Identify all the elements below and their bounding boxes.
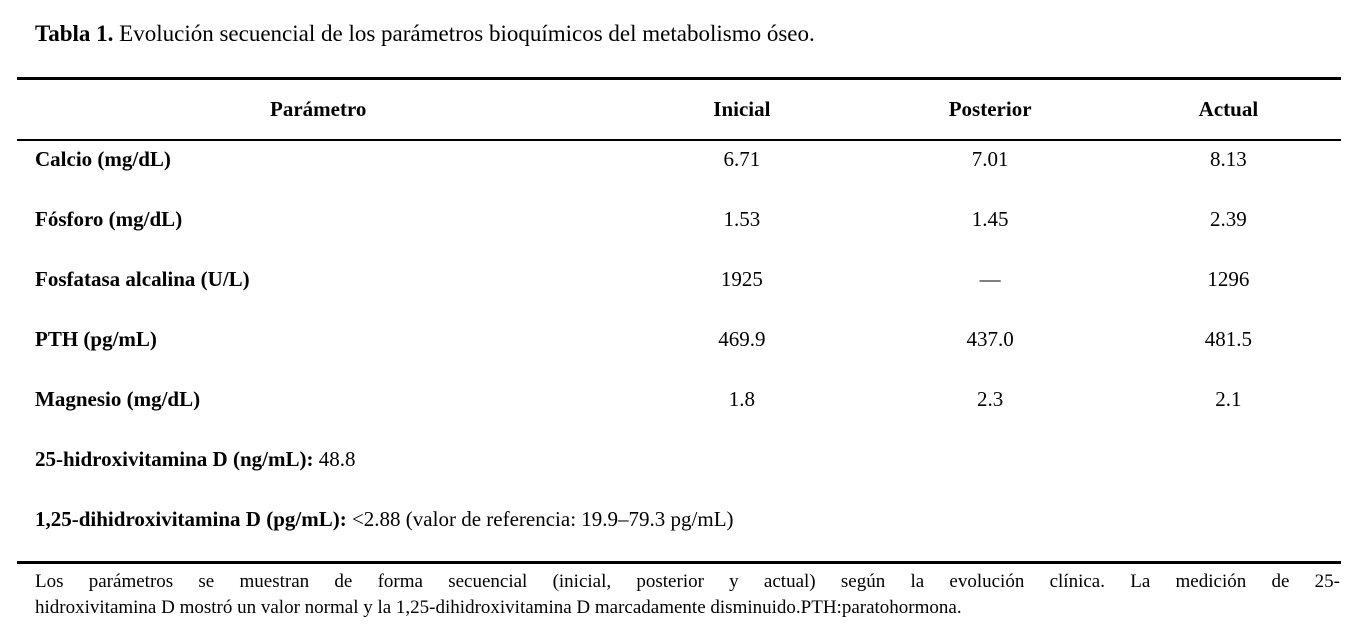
table-number-label: Tabla 1.	[35, 21, 114, 46]
value-cell-posterior: 2.3	[976, 387, 1004, 411]
table-row: Calcio (mg/dL) 6.71 7.01 8.13	[17, 141, 1341, 201]
value-cell-inicial: 6.71	[723, 147, 761, 171]
value-cell-posterior: 1.45	[971, 207, 1009, 231]
extra-row-value: <2.88 (valor de referencia: 19.9–79.3 pg…	[351, 507, 734, 531]
table-row: PTH (pg/mL) 469.9 437.0 481.5	[17, 321, 1341, 381]
footnote-line: Los parámetros se muestran de forma secu…	[35, 571, 1340, 592]
table-row: Fosfatasa alcalina (U/L) 1925 — 1296	[17, 261, 1341, 321]
table-row: Fósforo (mg/dL) 1.53 1.45 2.39	[17, 201, 1341, 261]
column-header-posterior: Posterior	[948, 97, 1032, 121]
table-header-row: Parámetro Inicial Posterior Actual	[17, 80, 1341, 139]
value-cell-inicial: 469.9	[718, 327, 766, 351]
table-top-rule	[17, 77, 1341, 80]
value-cell-actual: 1296	[1207, 267, 1250, 291]
value-cell-inicial: 1.53	[723, 207, 761, 231]
extra-row-25-hidroxivitamina: 25-hidroxivitamina D (ng/mL): 48.8	[17, 441, 1341, 501]
table-footnote: Los parámetros se muestran de forma secu…	[35, 569, 1340, 621]
value-cell-actual: 2.39	[1210, 207, 1247, 231]
extra-row-label: 25-hidroxivitamina D (ng/mL):	[35, 447, 314, 471]
value-cell-posterior: 437.0	[966, 327, 1014, 351]
table-caption-text: Evolución secuencial de los parámetros b…	[119, 21, 815, 46]
table-caption: Tabla 1. Evolución secuencial de los par…	[35, 20, 1325, 48]
param-cell: PTH (pg/mL)	[35, 327, 157, 351]
table-row: Magnesio (mg/dL) 1.8 2.3 2.1	[17, 381, 1341, 441]
value-cell-actual: 8.13	[1210, 147, 1247, 171]
extra-row-label: 1,25-dihidroxivitamina D (pg/mL):	[35, 507, 347, 531]
param-cell: Calcio (mg/dL)	[35, 147, 171, 171]
value-cell-posterior: 7.01	[971, 147, 1009, 171]
column-header-parametro: Parámetro	[270, 97, 367, 121]
footnote-line: hidroxivitamina D mostró un valor normal…	[35, 597, 962, 618]
table-header-rule	[17, 139, 1341, 141]
value-cell-actual: 2.1	[1215, 387, 1242, 411]
param-cell: Fósforo (mg/dL)	[35, 207, 183, 231]
param-cell: Magnesio (mg/dL)	[35, 387, 201, 411]
extra-row-value: 48.8	[318, 447, 356, 471]
column-header-actual: Actual	[1198, 97, 1259, 121]
value-cell-inicial: 1925	[720, 267, 763, 291]
table-bottom-rule	[17, 561, 1341, 564]
value-cell-actual: 481.5	[1204, 327, 1253, 351]
param-cell: Fosfatasa alcalina (U/L)	[35, 267, 250, 291]
column-header-inicial: Inicial	[713, 97, 771, 121]
value-cell-inicial: 1.8	[728, 387, 755, 411]
extra-row-125-dihidroxivitamina: 1,25-dihidroxivitamina D (pg/mL): <2.88 …	[17, 501, 1341, 561]
value-cell-posterior: —	[979, 267, 1001, 291]
